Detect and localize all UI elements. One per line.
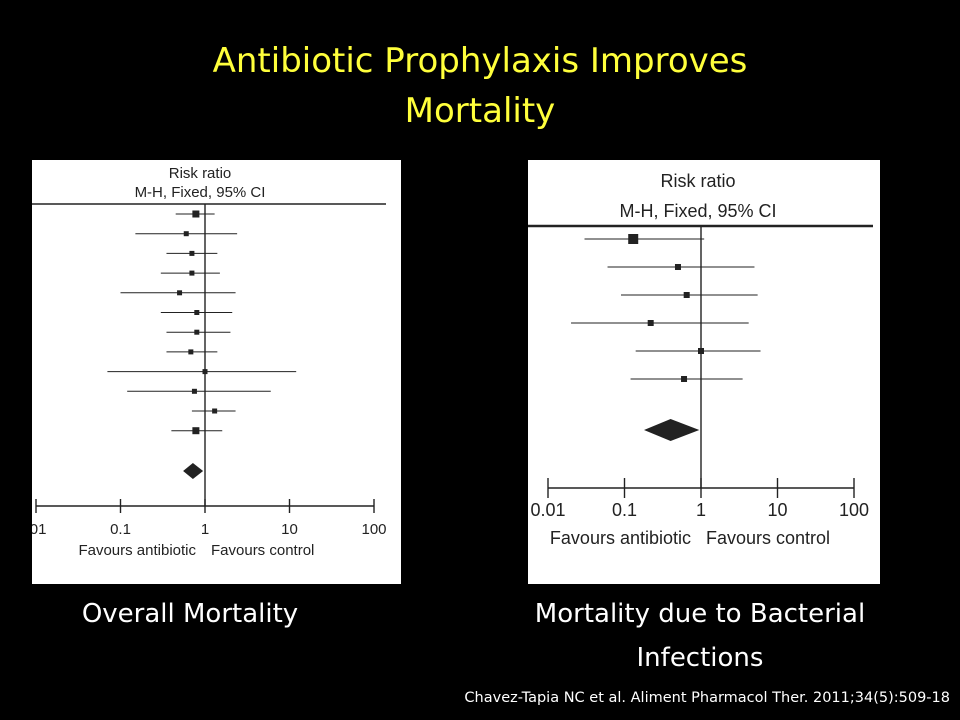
study-point-box xyxy=(628,234,639,244)
study-point-box xyxy=(177,290,183,296)
study-point-box xyxy=(698,348,704,354)
direction-label-favours-antibiotic: Favours antibiotic xyxy=(78,542,196,559)
study-point-box xyxy=(192,210,200,218)
caption-overall-mortality: Overall Mortality xyxy=(81,599,299,629)
x-tick-label: .01 xyxy=(32,521,46,538)
header-method: M-H, Fixed, 95% CI xyxy=(135,184,266,201)
study-point-box xyxy=(188,349,194,355)
slide-title-line2: Mortality xyxy=(404,91,556,131)
direction-label-favours-control: Favours control xyxy=(706,528,830,548)
study-point-box xyxy=(212,408,218,414)
pooled-estimate-diamond xyxy=(644,419,700,441)
study-point-box xyxy=(647,320,654,326)
study-point-box xyxy=(189,270,195,276)
caption-bacterial-mortality: Mortality due to Bacterial Infections xyxy=(500,592,900,680)
study-point-box xyxy=(194,310,200,315)
x-tick-label: 0.1 xyxy=(110,521,131,538)
x-tick-label: 0.1 xyxy=(612,500,637,520)
forest-plot-bacterial-infection-mortality: Risk ratio M-H, Fixed, 95% CI 0.01 0.1 1 10 10… xyxy=(528,160,880,584)
slide-title-line1: Antibiotic Prophylaxis Improves xyxy=(212,41,748,81)
direction-label-favours-control: Favours control xyxy=(211,542,314,559)
forest-plot-svg: Risk ratio M-H, Fixed, 95% CI .01 0.1 1 10 100… xyxy=(32,165,387,559)
pooled-estimate-diamond xyxy=(183,463,204,479)
study-point-box xyxy=(681,376,688,382)
study-point-box xyxy=(194,329,200,335)
x-tick-label: 1 xyxy=(201,521,209,538)
study-point-box xyxy=(191,388,197,394)
x-tick-label: 10 xyxy=(281,521,298,538)
x-tick-label: 1 xyxy=(696,500,706,520)
x-tick-label: 10 xyxy=(767,500,787,520)
slide-title: Antibiotic Prophylaxis Improves Mortalit… xyxy=(0,36,960,136)
x-tick-label: 100 xyxy=(361,521,386,538)
study-point-box xyxy=(183,231,189,237)
study-point-box xyxy=(192,427,200,435)
header-risk-ratio: Risk ratio xyxy=(660,171,735,191)
direction-label-favours-antibiotic: Favours antibiotic xyxy=(550,528,691,548)
header-method: M-H, Fixed, 95% CI xyxy=(619,201,776,221)
header-risk-ratio: Risk ratio xyxy=(169,165,232,182)
study-point-box xyxy=(202,369,208,375)
study-point-box xyxy=(683,292,690,298)
study-point-box xyxy=(674,264,681,270)
forest-plot-svg: Risk ratio M-H, Fixed, 95% CI 0.01 0.1 1 10 10… xyxy=(528,171,873,548)
forest-plot-overall-mortality: Risk ratio M-H, Fixed, 95% CI .01 0.1 1 10 100… xyxy=(32,160,401,584)
caption-bacterial-line1: Mortality due to Bacterial xyxy=(534,599,866,629)
x-tick-label: 0.01 xyxy=(530,500,565,520)
caption-bacterial-line2: Infections xyxy=(636,643,764,673)
study-point-box xyxy=(189,250,195,256)
citation: Chavez-Tapia NC et al. Aliment Pharmacol… xyxy=(464,690,950,706)
x-tick-label: 100 xyxy=(839,500,869,520)
